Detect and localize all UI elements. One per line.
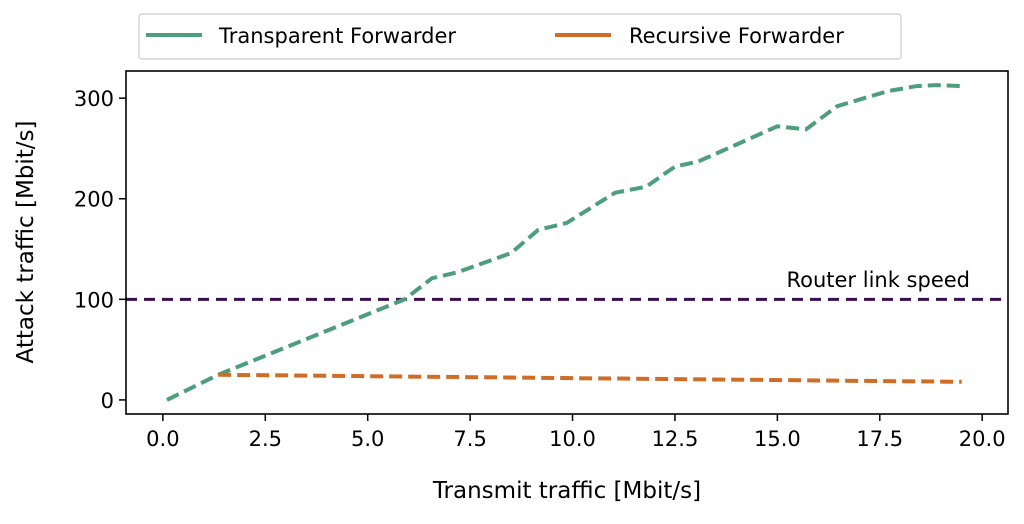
plot-frame — [125, 70, 1009, 415]
y-tick-label: 100 — [74, 288, 114, 312]
x-tick-label: 12.5 — [652, 427, 699, 451]
x-tick-label: 17.5 — [856, 427, 903, 451]
series-line-0 — [166, 83, 962, 402]
x-tick-label: 7.5 — [453, 427, 486, 451]
y-axis-label: Attack traffic [Mbit/s] — [13, 120, 39, 363]
x-tick-label: 20.0 — [959, 427, 1006, 451]
x-tick-label: 5.0 — [351, 427, 384, 451]
x-axis-label: Transmit traffic [Mbit/s] — [432, 478, 701, 504]
y-tick-label: 300 — [74, 87, 114, 111]
legend: Transparent Forwarder Recursive Forwarde… — [138, 13, 902, 60]
x-tick-label: 2.5 — [249, 427, 282, 451]
hline-label: Router link speed — [786, 268, 970, 292]
y-tick-label: 200 — [74, 188, 114, 212]
x-tick-label: 10.0 — [549, 427, 596, 451]
series-line-1 — [218, 372, 962, 384]
y-tick-label: 0 — [101, 389, 114, 413]
legend-label-recursive: Recursive Forwarder — [629, 24, 844, 48]
x-tick-label: 0.0 — [146, 427, 179, 451]
x-tick-label: 15.0 — [754, 427, 801, 451]
legend-box — [138, 13, 902, 60]
legend-label-transparent: Transparent Forwarder — [218, 24, 456, 48]
